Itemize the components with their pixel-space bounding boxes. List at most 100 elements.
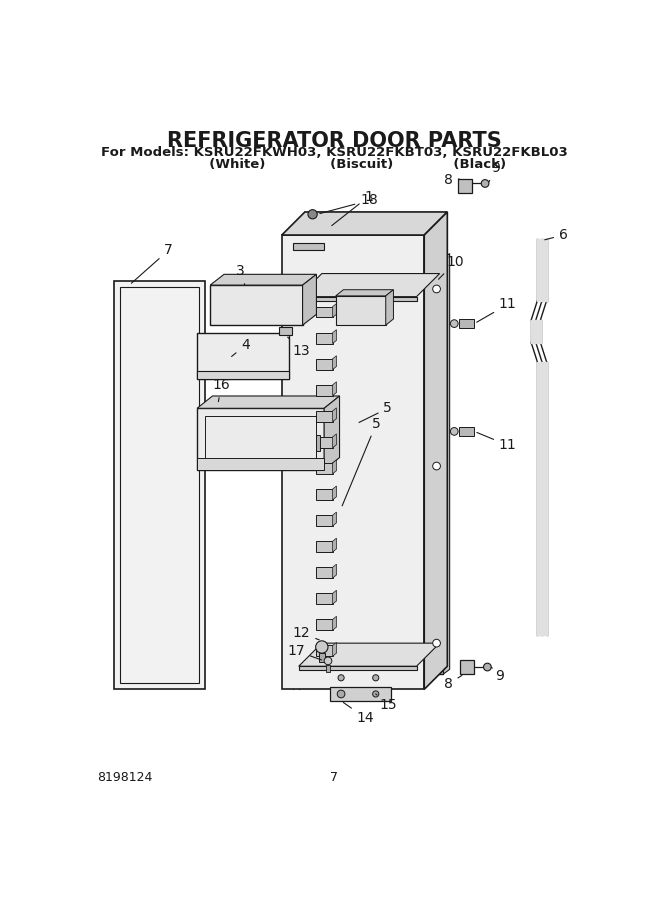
Polygon shape xyxy=(316,307,333,318)
Polygon shape xyxy=(282,212,447,235)
Polygon shape xyxy=(443,254,450,674)
Text: REFRIGERATOR DOOR PARTS: REFRIGERATOR DOOR PARTS xyxy=(167,131,501,151)
Polygon shape xyxy=(333,303,336,318)
Polygon shape xyxy=(316,359,333,370)
Polygon shape xyxy=(333,590,336,604)
Text: 3: 3 xyxy=(236,265,245,285)
Polygon shape xyxy=(299,644,439,666)
Polygon shape xyxy=(459,319,474,328)
Polygon shape xyxy=(280,328,292,335)
Polygon shape xyxy=(114,281,205,689)
Polygon shape xyxy=(333,564,336,578)
Polygon shape xyxy=(386,290,393,325)
Polygon shape xyxy=(197,372,289,379)
Polygon shape xyxy=(333,512,336,526)
Polygon shape xyxy=(460,660,474,674)
Circle shape xyxy=(433,463,440,470)
Text: 8198124: 8198124 xyxy=(97,771,153,785)
Text: 4: 4 xyxy=(231,338,250,356)
Circle shape xyxy=(373,675,379,681)
Circle shape xyxy=(484,663,491,670)
Polygon shape xyxy=(333,643,336,656)
Polygon shape xyxy=(316,489,333,500)
Text: 9: 9 xyxy=(489,161,500,182)
Polygon shape xyxy=(326,665,331,671)
Polygon shape xyxy=(316,593,333,604)
Text: (White)              (Biscuit)             (Black): (White) (Biscuit) (Black) xyxy=(162,158,506,171)
Text: 16: 16 xyxy=(213,378,230,401)
Polygon shape xyxy=(333,434,336,447)
Polygon shape xyxy=(197,333,289,379)
Text: 5: 5 xyxy=(359,401,393,422)
Polygon shape xyxy=(316,645,333,656)
Polygon shape xyxy=(324,396,340,470)
Polygon shape xyxy=(316,463,333,473)
Circle shape xyxy=(433,285,440,292)
Polygon shape xyxy=(458,179,472,193)
Polygon shape xyxy=(316,515,333,526)
Polygon shape xyxy=(319,653,325,662)
Text: 8: 8 xyxy=(444,675,462,691)
Polygon shape xyxy=(316,385,333,396)
Polygon shape xyxy=(303,274,316,325)
Circle shape xyxy=(338,675,344,681)
Polygon shape xyxy=(197,409,324,470)
Text: 7: 7 xyxy=(132,243,173,284)
Polygon shape xyxy=(210,274,316,285)
Text: 14: 14 xyxy=(344,703,374,724)
Text: 17: 17 xyxy=(288,644,321,660)
Polygon shape xyxy=(329,687,391,701)
Polygon shape xyxy=(430,258,443,674)
Polygon shape xyxy=(210,285,303,325)
Circle shape xyxy=(337,690,345,698)
Text: 12: 12 xyxy=(293,626,319,640)
Polygon shape xyxy=(333,460,336,473)
Polygon shape xyxy=(282,235,424,689)
Polygon shape xyxy=(424,212,447,689)
Polygon shape xyxy=(333,538,336,552)
Polygon shape xyxy=(316,437,333,447)
Polygon shape xyxy=(336,290,393,296)
Text: For Models: KSRU22FKWH03, KSRU22FKBT03, KSRU22FKBL03: For Models: KSRU22FKWH03, KSRU22FKBT03, … xyxy=(101,146,567,158)
Text: 6: 6 xyxy=(544,228,568,242)
Polygon shape xyxy=(316,567,333,578)
Polygon shape xyxy=(333,408,336,422)
Circle shape xyxy=(451,428,458,436)
Polygon shape xyxy=(459,427,474,436)
Circle shape xyxy=(324,657,332,665)
Polygon shape xyxy=(316,541,333,552)
Polygon shape xyxy=(197,396,340,409)
Text: 5: 5 xyxy=(342,417,381,506)
Polygon shape xyxy=(197,458,324,470)
Polygon shape xyxy=(333,486,336,500)
Polygon shape xyxy=(333,382,336,396)
Text: 18: 18 xyxy=(320,194,378,213)
Circle shape xyxy=(451,320,458,328)
Polygon shape xyxy=(293,243,324,250)
Circle shape xyxy=(373,691,379,698)
Text: 11: 11 xyxy=(477,433,516,453)
Text: 10: 10 xyxy=(439,255,464,279)
Circle shape xyxy=(316,641,328,653)
Text: 9: 9 xyxy=(491,667,504,683)
Polygon shape xyxy=(316,411,333,422)
Polygon shape xyxy=(333,329,336,344)
Text: 15: 15 xyxy=(376,694,397,712)
Polygon shape xyxy=(333,356,336,370)
Circle shape xyxy=(433,639,440,647)
Polygon shape xyxy=(316,436,320,451)
Polygon shape xyxy=(336,296,386,325)
Polygon shape xyxy=(299,666,417,670)
Polygon shape xyxy=(299,297,417,301)
Text: 11: 11 xyxy=(477,297,516,322)
Text: 1: 1 xyxy=(332,190,373,226)
Circle shape xyxy=(481,180,489,187)
Text: 13: 13 xyxy=(288,338,310,357)
Polygon shape xyxy=(316,333,333,344)
Text: 7: 7 xyxy=(330,771,338,785)
Polygon shape xyxy=(316,619,333,630)
Polygon shape xyxy=(299,274,439,297)
Circle shape xyxy=(308,210,318,219)
Text: 8: 8 xyxy=(444,173,459,186)
Polygon shape xyxy=(333,616,336,630)
